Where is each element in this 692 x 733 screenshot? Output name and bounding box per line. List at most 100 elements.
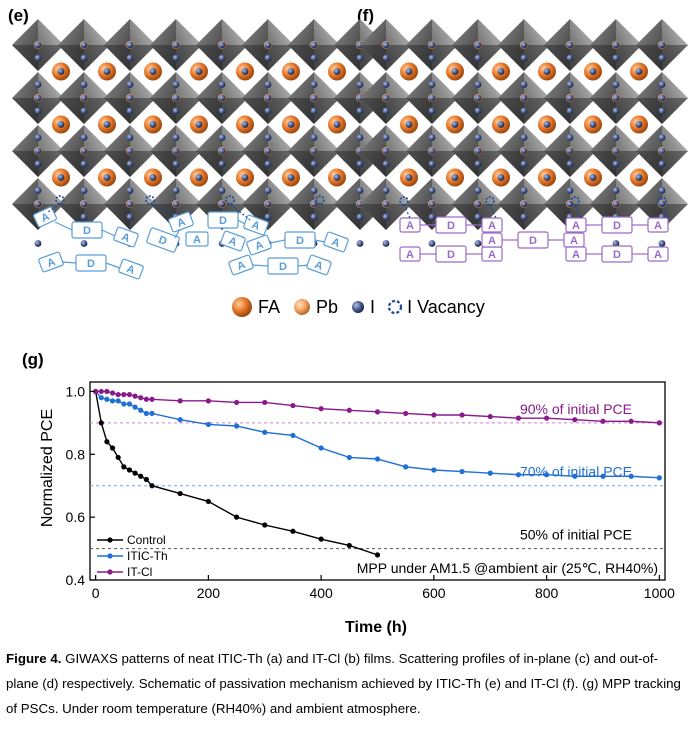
i-atom — [172, 187, 180, 194]
data-point — [487, 413, 493, 420]
i-atom — [264, 147, 272, 155]
i-atom — [566, 41, 574, 49]
i-atom — [264, 94, 272, 102]
data-point — [109, 398, 116, 404]
i-atom — [497, 174, 505, 181]
i-vacancy-icon — [570, 196, 580, 206]
data-point — [121, 401, 127, 407]
i-atom — [520, 134, 528, 141]
data-point — [109, 390, 116, 396]
i-atom — [382, 200, 390, 208]
molecule-unit: A — [481, 217, 503, 233]
data-point — [93, 388, 99, 395]
y-tick-label: 1.0 — [66, 383, 86, 399]
i-atom — [310, 200, 318, 208]
i-atom — [428, 81, 436, 88]
data-point — [98, 388, 104, 395]
i-atom — [405, 121, 413, 128]
i-atom — [658, 240, 666, 247]
y-tick-label: 0.4 — [66, 572, 86, 588]
i-atom — [34, 187, 42, 194]
i-atom — [382, 240, 390, 247]
molecule-unit: D — [267, 257, 299, 275]
molecule-unit: D — [207, 211, 239, 229]
i-atom — [264, 187, 272, 194]
i-atom — [80, 54, 88, 62]
data-point — [600, 418, 606, 424]
panel-label-e: (e) — [8, 6, 29, 25]
i-atom — [80, 213, 88, 221]
i-atom — [333, 121, 341, 128]
legend-i-vacancy-label: I Vacancy — [407, 296, 485, 317]
i-atom — [126, 107, 134, 115]
legend-fa: FA — [230, 295, 280, 319]
data-point — [656, 420, 662, 426]
molecule-label: A — [572, 249, 580, 261]
legend-i-label: I — [370, 296, 376, 317]
molecule-unit: A — [647, 246, 669, 262]
data-point — [318, 445, 324, 451]
i-atom — [126, 94, 134, 102]
i-atom — [428, 107, 436, 115]
reference-line-label: 90% of initial PCE — [520, 401, 632, 417]
data-point — [262, 522, 268, 528]
i-atom — [218, 200, 226, 208]
i-atom — [172, 160, 180, 168]
i-atom — [80, 134, 88, 141]
i-atom — [658, 200, 666, 208]
i-atom — [612, 134, 620, 141]
i-atom — [474, 160, 482, 168]
i-atom — [310, 160, 318, 168]
i-atom — [520, 213, 528, 221]
i-atom — [356, 81, 364, 88]
y-axis-label: Normalized PCE — [39, 409, 56, 527]
i-atom — [149, 121, 157, 128]
i-atom — [195, 174, 203, 181]
i-atom — [310, 94, 318, 102]
legend-fa-label: FA — [258, 296, 281, 317]
data-point — [374, 456, 381, 462]
data-point — [132, 404, 138, 410]
i-atom — [428, 200, 436, 208]
data-point — [177, 398, 183, 404]
data-point — [544, 472, 550, 478]
molecule-label: A — [572, 220, 580, 232]
molecule-label: A — [488, 249, 496, 261]
i-atom — [428, 213, 436, 221]
y-tick-label: 0.8 — [66, 446, 86, 462]
plot-frame — [89, 381, 666, 581]
i-atom — [195, 68, 203, 75]
i-atom — [310, 187, 318, 194]
molecule-unit: A — [563, 232, 585, 248]
i-atom — [474, 94, 482, 102]
i-atom — [34, 81, 42, 88]
data-point — [487, 470, 493, 476]
data-point — [318, 406, 324, 412]
i-atom — [658, 147, 666, 155]
molecule-label: A — [193, 234, 201, 246]
molecule-label: D — [447, 220, 455, 232]
i-atom — [356, 54, 364, 62]
molecule-unit: A — [481, 246, 503, 262]
data-point — [318, 536, 324, 542]
perovskite-lattice-e — [12, 19, 386, 247]
i-atom — [382, 54, 390, 62]
i-atom — [172, 94, 180, 102]
i-atom — [103, 68, 111, 75]
atom-legend: FA Pb I I Vacancy — [230, 295, 497, 319]
i-atom — [57, 174, 65, 181]
i-atom — [310, 81, 318, 88]
i-atom — [520, 54, 528, 62]
i-atom — [428, 147, 436, 155]
data-point — [233, 423, 240, 429]
i-atom — [612, 41, 620, 49]
i-atom — [218, 187, 226, 194]
data-point — [515, 472, 522, 478]
data-point — [431, 467, 437, 473]
i-atom — [589, 121, 597, 128]
series-group — [93, 388, 662, 558]
molecule-label: A — [120, 231, 132, 245]
data-point — [121, 391, 127, 398]
molecule-unit: A — [246, 234, 272, 256]
